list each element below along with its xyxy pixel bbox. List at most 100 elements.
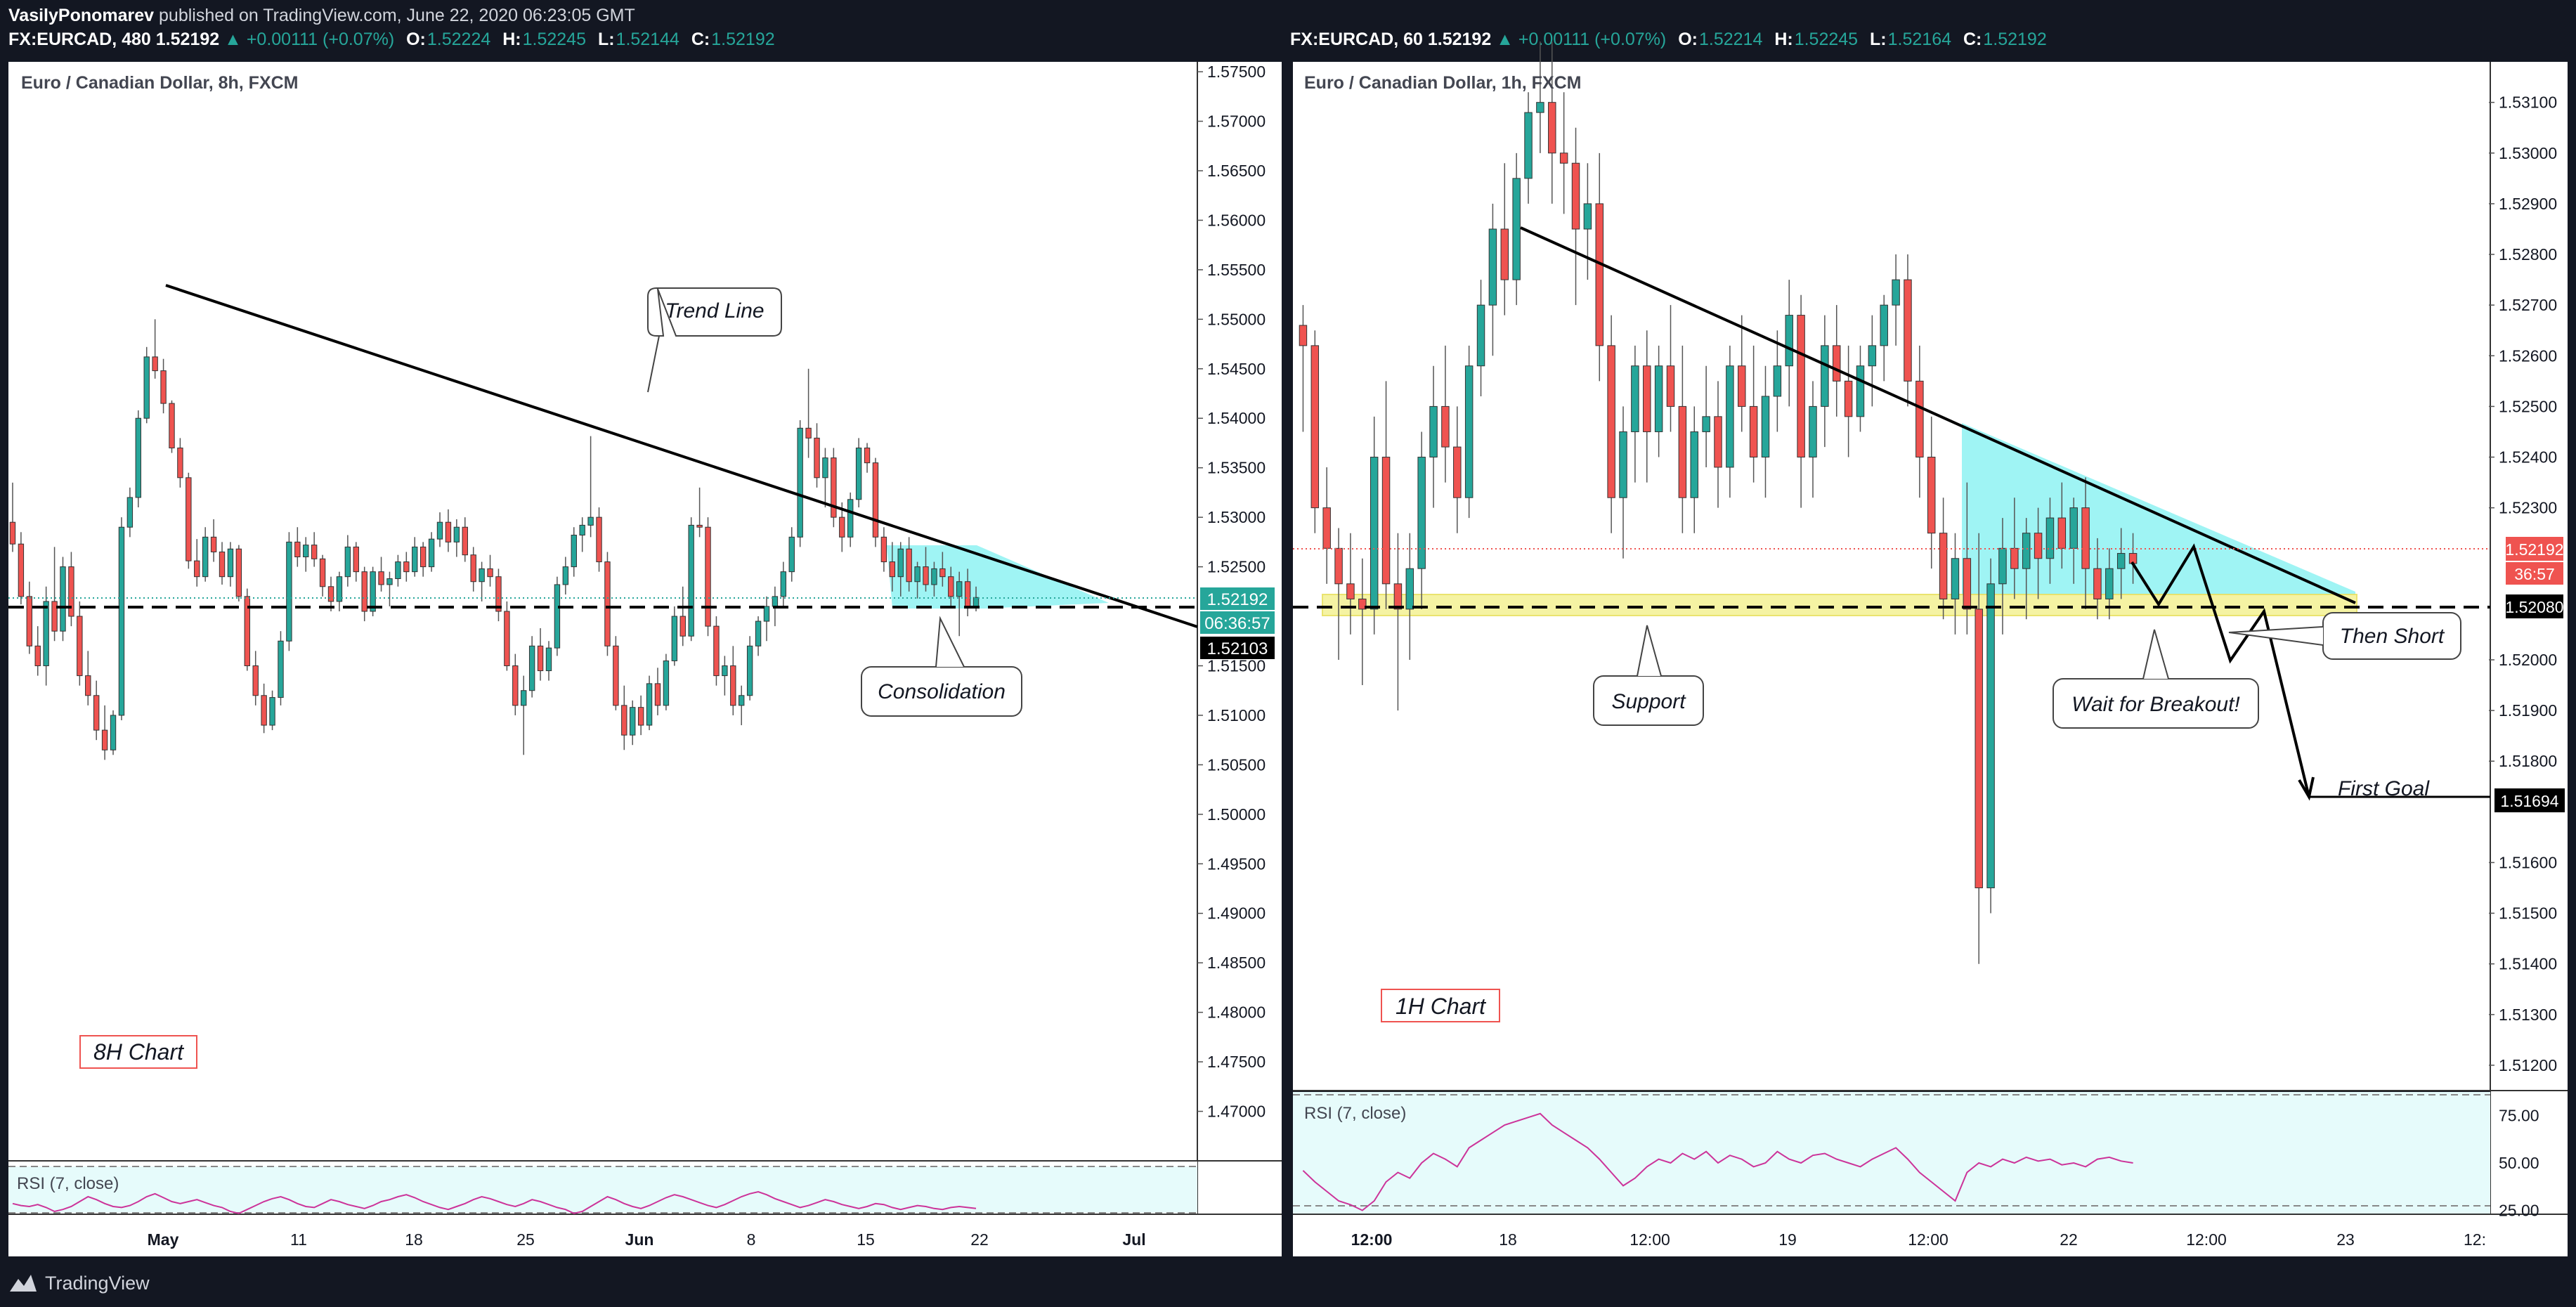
candle[interactable] — [311, 532, 318, 567]
candle[interactable] — [671, 606, 678, 666]
candle[interactable] — [1773, 330, 1782, 432]
left-time-axis[interactable] — [8, 1214, 1282, 1256]
candle[interactable] — [1393, 533, 1403, 711]
candle[interactable] — [470, 547, 476, 592]
candle[interactable] — [34, 626, 41, 676]
candle[interactable] — [1797, 294, 1805, 508]
candle[interactable] — [713, 616, 720, 686]
candle[interactable] — [613, 636, 619, 710]
candle[interactable] — [43, 586, 49, 686]
candle[interactable] — [1299, 305, 1308, 432]
candle[interactable] — [85, 651, 91, 705]
candle[interactable] — [1939, 498, 1948, 620]
candle[interactable] — [1904, 254, 1912, 407]
candle[interactable] — [797, 420, 803, 547]
candle[interactable] — [604, 552, 611, 656]
right-price-axis[interactable] — [2490, 62, 2568, 1214]
candle[interactable] — [931, 561, 937, 597]
candle[interactable] — [1310, 330, 1320, 533]
candle[interactable] — [495, 568, 502, 622]
candle[interactable] — [93, 680, 100, 741]
candle[interactable] — [831, 448, 837, 528]
candle[interactable] — [1429, 365, 1438, 508]
candle[interactable] — [1678, 345, 1687, 533]
candle[interactable] — [252, 651, 259, 705]
candle[interactable] — [1892, 254, 1900, 346]
candle[interactable] — [126, 487, 134, 538]
candle[interactable] — [2034, 507, 2043, 599]
candle[interactable] — [1559, 92, 1568, 214]
candle[interactable] — [462, 517, 468, 562]
candle[interactable] — [688, 517, 694, 642]
candle[interactable] — [1536, 41, 1544, 153]
candle[interactable] — [1749, 345, 1758, 483]
projected-path[interactable] — [2131, 543, 2310, 798]
candle[interactable] — [428, 532, 435, 572]
candle[interactable] — [1476, 280, 1485, 396]
candle[interactable] — [2081, 477, 2090, 609]
candle[interactable] — [1405, 533, 1414, 660]
candle[interactable] — [1654, 345, 1663, 457]
left-chart[interactable]: 1.57500 1.57000 1.56500 1.56000 1.55500 1.550… — [8, 62, 1282, 1256]
candle[interactable] — [521, 675, 527, 755]
candle[interactable] — [763, 596, 770, 642]
left-candles[interactable] — [9, 319, 980, 760]
candle[interactable] — [814, 423, 820, 488]
candle[interactable] — [906, 537, 912, 592]
candle[interactable] — [1690, 406, 1698, 533]
candle[interactable] — [956, 571, 963, 637]
candle[interactable] — [344, 535, 351, 587]
candle[interactable] — [1548, 41, 1556, 204]
candle[interactable] — [1346, 533, 1355, 635]
candle[interactable] — [269, 690, 275, 731]
candle[interactable] — [1381, 381, 1391, 609]
candle[interactable] — [2022, 518, 2031, 620]
candle[interactable] — [261, 683, 267, 734]
candle[interactable] — [386, 571, 393, 606]
candle[interactable] — [278, 631, 284, 705]
candle[interactable] — [805, 368, 812, 458]
candle[interactable] — [336, 571, 343, 611]
candle[interactable] — [855, 438, 862, 508]
candle[interactable] — [1880, 294, 1888, 382]
candle[interactable] — [319, 554, 326, 597]
candle[interactable] — [939, 552, 946, 587]
candle[interactable] — [487, 554, 493, 587]
candle[interactable] — [327, 576, 334, 611]
candle[interactable] — [219, 542, 226, 585]
candle[interactable] — [746, 636, 753, 701]
candle[interactable] — [537, 628, 544, 681]
candle[interactable] — [286, 532, 292, 651]
candle[interactable] — [202, 527, 209, 582]
candle[interactable] — [395, 554, 401, 587]
candle[interactable] — [696, 487, 703, 538]
right-chart[interactable]: 1.53100 1.53000 1.52900 1.52800 1.52700 1.526… — [1293, 41, 2568, 1256]
candle[interactable] — [118, 517, 125, 720]
candle[interactable] — [436, 512, 443, 547]
candle[interactable] — [1986, 558, 1995, 913]
candle[interactable] — [9, 482, 16, 552]
candle[interactable] — [1453, 406, 1462, 533]
candle[interactable] — [872, 457, 879, 547]
candle[interactable] — [152, 319, 158, 379]
candle[interactable] — [479, 561, 485, 602]
candle[interactable] — [579, 517, 585, 552]
candle[interactable] — [186, 472, 192, 569]
candle[interactable] — [788, 527, 795, 582]
candle[interactable] — [1583, 163, 1592, 280]
candle[interactable] — [562, 557, 569, 595]
candle[interactable] — [630, 700, 636, 746]
candle[interactable] — [571, 527, 577, 577]
author-name[interactable]: VasilyPonomarev — [8, 6, 155, 25]
candle[interactable] — [1785, 280, 1793, 407]
candle[interactable] — [1607, 315, 1615, 533]
candle[interactable] — [864, 443, 871, 473]
candle[interactable] — [294, 527, 301, 567]
candle[interactable] — [528, 636, 535, 698]
candle[interactable] — [730, 646, 736, 715]
candle[interactable] — [51, 547, 58, 642]
candle[interactable] — [646, 675, 653, 731]
candle[interactable] — [847, 492, 854, 547]
candle[interactable] — [110, 710, 117, 755]
